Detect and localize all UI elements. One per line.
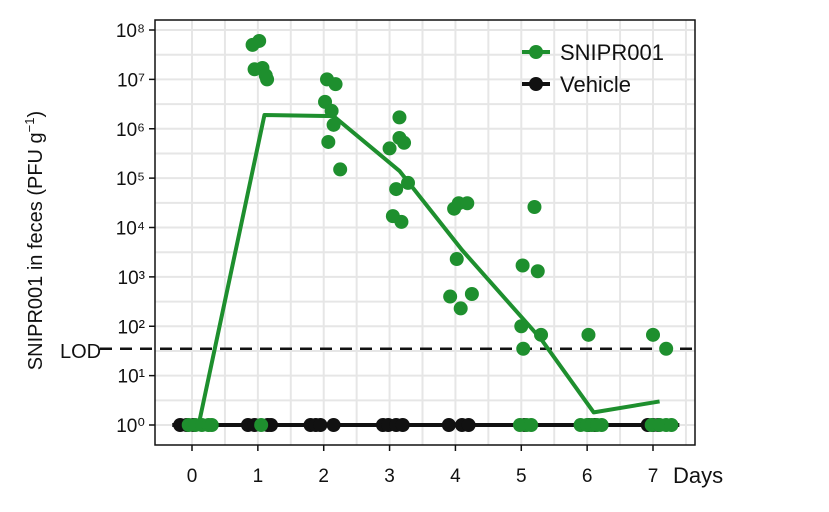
data-point-vehicle xyxy=(326,418,341,432)
series-line-snipr001 xyxy=(196,112,660,426)
data-point-vehicle xyxy=(264,418,279,432)
data-point-snipr001 xyxy=(524,418,539,432)
x-axis-label: Days xyxy=(673,463,723,488)
y-tick-label: 10² xyxy=(118,317,145,338)
data-point-snipr001 xyxy=(324,103,339,118)
y-axis-ticks: 10⁰ 10¹ 10² 10³ 10⁴ 10⁵ 10⁶ 10⁷ 10⁸ xyxy=(116,21,155,437)
x-tick-label: 3 xyxy=(384,466,395,487)
y-tick-label: 10⁷ xyxy=(117,70,145,91)
data-point-snipr001 xyxy=(326,117,341,132)
y-tick-label: 10⁰ xyxy=(116,416,145,437)
y-tick-label: 10⁶ xyxy=(116,120,145,141)
data-point-snipr001 xyxy=(394,214,409,229)
x-tick-label: 4 xyxy=(450,466,461,487)
legend-item-snipr001: SNIPR001 xyxy=(522,40,664,65)
data-point-snipr001 xyxy=(594,418,609,432)
legend-marker-snipr001 xyxy=(529,45,543,59)
data-point-snipr001 xyxy=(328,77,343,92)
legend-item-vehicle: Vehicle xyxy=(522,72,631,97)
plot-frame xyxy=(154,19,696,446)
y-tick-label: 10⁴ xyxy=(116,219,145,240)
legend-label-snipr001: SNIPR001 xyxy=(560,40,664,65)
x-tick-label: 5 xyxy=(516,466,527,487)
data-point-snipr001 xyxy=(659,341,674,356)
data-point-vehicle xyxy=(313,418,328,432)
y-tick-label: 10¹ xyxy=(118,367,145,388)
y-axis-label-suffix: ) xyxy=(25,111,47,118)
data-point-vehicle xyxy=(441,418,456,432)
y-tick-label: 10³ xyxy=(118,268,145,289)
data-point-snipr001 xyxy=(321,134,336,149)
x-tick-label: 2 xyxy=(318,466,329,487)
data-point-snipr001 xyxy=(516,341,531,356)
data-point-snipr001 xyxy=(464,286,479,301)
data-point-snipr001 xyxy=(389,182,404,197)
x-axis-ticks: 0 1 2 3 4 5 6 7 xyxy=(187,445,659,487)
data-point-snipr001 xyxy=(534,327,549,342)
data-point-snipr001 xyxy=(443,289,458,304)
data-point-snipr001 xyxy=(260,72,275,87)
x-tick-label: 6 xyxy=(582,466,593,487)
y-axis-label: SNIPR001 in feces (PFU g−1) xyxy=(22,111,47,370)
data-point-vehicle xyxy=(395,418,410,432)
data-point-snipr001 xyxy=(449,252,464,267)
data-point-snipr001 xyxy=(401,175,416,190)
legend-marker-vehicle xyxy=(529,77,543,91)
data-points xyxy=(173,33,679,432)
data-point-snipr001 xyxy=(530,264,545,279)
y-axis-label-main: SNIPR001 in feces (PFU g xyxy=(25,132,47,370)
series-lines xyxy=(172,112,680,427)
data-point-snipr001 xyxy=(664,418,679,432)
y-tick-label: 10⁸ xyxy=(116,21,145,42)
data-point-snipr001 xyxy=(460,196,475,211)
y-tick-label: 10⁵ xyxy=(116,169,145,190)
data-point-snipr001 xyxy=(515,258,530,273)
data-point-snipr001 xyxy=(397,135,412,150)
data-point-snipr001 xyxy=(581,327,596,342)
x-tick-label: 7 xyxy=(648,466,659,487)
legend-label-vehicle: Vehicle xyxy=(560,72,631,97)
data-point-snipr001 xyxy=(254,418,269,432)
y-axis-label-exponent: −1 xyxy=(22,117,37,132)
x-tick-label: 0 xyxy=(187,466,198,487)
data-point-vehicle xyxy=(461,418,476,432)
data-point-snipr001 xyxy=(392,110,407,125)
lod-label: LOD xyxy=(60,341,101,363)
data-point-snipr001 xyxy=(252,33,267,48)
data-point-snipr001 xyxy=(333,162,348,177)
grid xyxy=(155,20,695,445)
x-tick-label: 1 xyxy=(253,466,264,487)
data-point-snipr001 xyxy=(646,327,660,342)
data-point-snipr001 xyxy=(382,141,397,156)
data-point-snipr001 xyxy=(204,418,219,432)
data-point-snipr001 xyxy=(453,301,468,316)
legend: SNIPR001 Vehicle xyxy=(522,40,664,97)
data-point-snipr001 xyxy=(514,319,529,334)
data-point-snipr001 xyxy=(527,200,542,215)
